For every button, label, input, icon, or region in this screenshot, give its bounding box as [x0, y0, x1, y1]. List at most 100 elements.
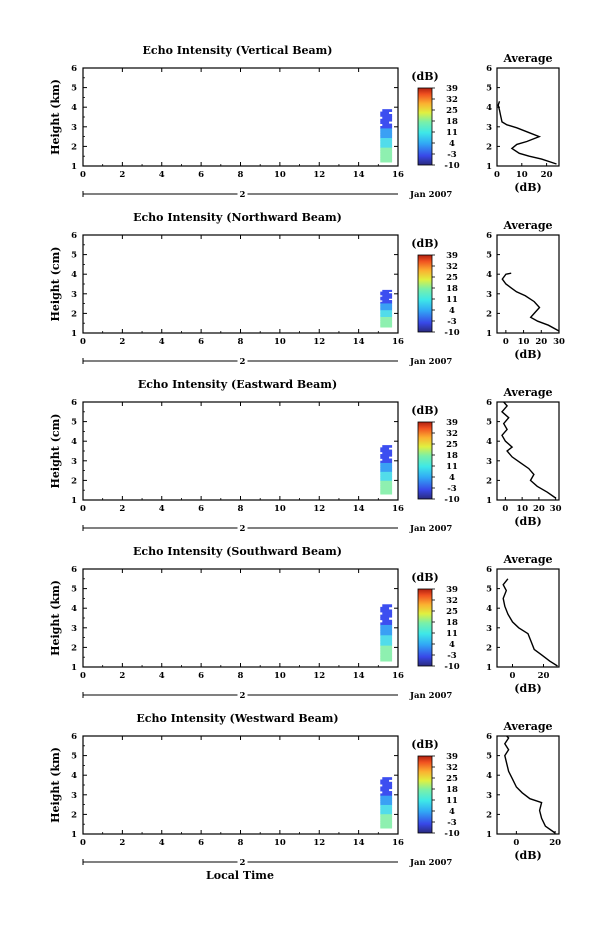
y-tick-label: 3 [71, 123, 77, 133]
colorbar [417, 588, 433, 667]
colorbar-tick-label: 25 [446, 774, 458, 784]
colorbar-tick-label: -3 [447, 818, 457, 828]
y-tick-label: 5 [71, 585, 77, 595]
echo-cell [382, 458, 393, 462]
colorbar-tick-label: 32 [446, 763, 458, 773]
echo-cell [380, 795, 393, 799]
date-axis-marker-bg [237, 355, 248, 365]
echo-cell [380, 447, 390, 450]
colorbar-tick-label: 18 [446, 785, 458, 795]
colorbar-tick-label: 25 [446, 106, 458, 116]
chart-panel-2: Echo Intensity (Northward Beam)0 2 4 6 8 10 12… [49, 211, 565, 367]
colorbar-tick-label: 25 [446, 607, 458, 617]
profile-title: Average [502, 553, 552, 566]
colorbar-tick-label: 4 [449, 473, 455, 483]
y-tick-label: 6 [71, 231, 77, 241]
echo-cell [380, 113, 393, 117]
x-tick-label: 4 [159, 170, 165, 180]
echo-cell [380, 456, 390, 459]
profile-x-tick-label: 10 [516, 504, 528, 514]
colorbar-tick-label: 39 [446, 585, 458, 595]
profile-y-tick-label: 4 [486, 604, 492, 614]
profile-y-tick-label: 2 [486, 810, 492, 820]
y-tick-label: 1 [71, 496, 77, 506]
echo-cell [380, 645, 393, 649]
y-tick-label: 6 [71, 64, 77, 74]
y-tick-label: 1 [71, 329, 77, 339]
colorbar-tick-label: 32 [446, 95, 458, 105]
colorbar-tick-label: -3 [447, 317, 457, 327]
chart-title: Echo Intensity (Southward Beam) [133, 545, 342, 558]
profile-x-tick-label: 10 [518, 337, 530, 347]
colorbar-tick-label: 4 [449, 139, 455, 149]
echo-cell [380, 154, 393, 158]
y-tick-label: 6 [71, 732, 77, 742]
profile-y-tick-label: 5 [486, 251, 492, 261]
profile-x-axis-label: (dB) [514, 849, 541, 862]
date-axis-marker: 2 [240, 691, 246, 701]
colorbar-tick-label: 11 [446, 629, 458, 639]
colorbar-tick-label: -10 [444, 829, 459, 839]
y-tick-label: 4 [71, 604, 77, 614]
x-tick-label: 4 [159, 671, 165, 681]
profile-y-tick-label: 3 [486, 123, 492, 133]
echo-cell [380, 487, 393, 491]
colorbar [417, 87, 433, 166]
date-axis-marker-bg [237, 188, 248, 198]
echo-cell [380, 322, 393, 325]
echo-cell [380, 485, 393, 488]
y-tick-label: 4 [71, 437, 77, 447]
x-tick-label: 14 [353, 170, 365, 180]
echo-cell [380, 315, 393, 318]
echo-cell [382, 116, 393, 120]
echo-cell [380, 291, 390, 294]
x-tick-label: 4 [159, 504, 165, 514]
chart-title: Echo Intensity (Vertical Beam) [142, 44, 332, 57]
profile-y-tick-label: 6 [486, 732, 492, 742]
echo-cell [380, 617, 390, 621]
y-tick-label: 3 [71, 791, 77, 801]
profile-x-tick-label: 20 [549, 838, 561, 848]
x-tick-label: 16 [392, 671, 404, 681]
echo-cell [380, 469, 393, 473]
echo-cell [380, 648, 393, 652]
chart-panel-4: Echo Intensity (Southward Beam)0 2 4 6 8 10 12… [49, 545, 560, 701]
profile-frame [496, 67, 560, 167]
colorbar [417, 755, 433, 834]
echo-cell [380, 298, 390, 301]
echo-cell [380, 449, 393, 453]
profile-x-axis-label: (dB) [514, 181, 541, 194]
x-tick-label: 0 [80, 170, 86, 180]
echo-cell [380, 807, 393, 810]
colorbar-tick-label: 32 [446, 429, 458, 439]
echo-cell [380, 798, 393, 801]
colorbar-tick-label: 32 [446, 596, 458, 606]
x-tick-label: 8 [238, 337, 244, 347]
profile-x-tick-label: 20 [541, 170, 553, 180]
profile-title: Average [502, 219, 552, 232]
echo-cell [380, 135, 393, 139]
echo-cell [380, 147, 393, 151]
echo-cell [380, 320, 393, 323]
colorbar-tick-label: -3 [447, 484, 457, 494]
profile-x-tick-label: 0 [503, 337, 509, 347]
profile-y-tick-label: 1 [486, 496, 492, 506]
echo-cell [380, 624, 393, 628]
profile-y-tick-label: 1 [486, 830, 492, 840]
profile-frame [496, 568, 560, 668]
echo-cell [380, 462, 393, 466]
echo-cell [380, 128, 393, 132]
echo-cell [380, 816, 393, 820]
x-tick-label: 0 [80, 838, 86, 848]
profile-x-tick-label: 20 [538, 671, 550, 681]
echo-cell [380, 138, 393, 141]
profile-line [497, 101, 557, 165]
echo-cell [380, 150, 393, 153]
chart-panel-1: Echo Intensity (Vertical Beam)0 2 4 6 8 10 12 1… [49, 44, 560, 200]
x-tick-label: 12 [313, 337, 325, 347]
profile-x-axis-label: (dB) [514, 348, 541, 361]
y-tick-label: 6 [71, 565, 77, 575]
y-axis-label: Height (km) [49, 79, 62, 155]
echo-cell [380, 125, 393, 129]
profile-y-tick-label: 1 [486, 162, 492, 172]
